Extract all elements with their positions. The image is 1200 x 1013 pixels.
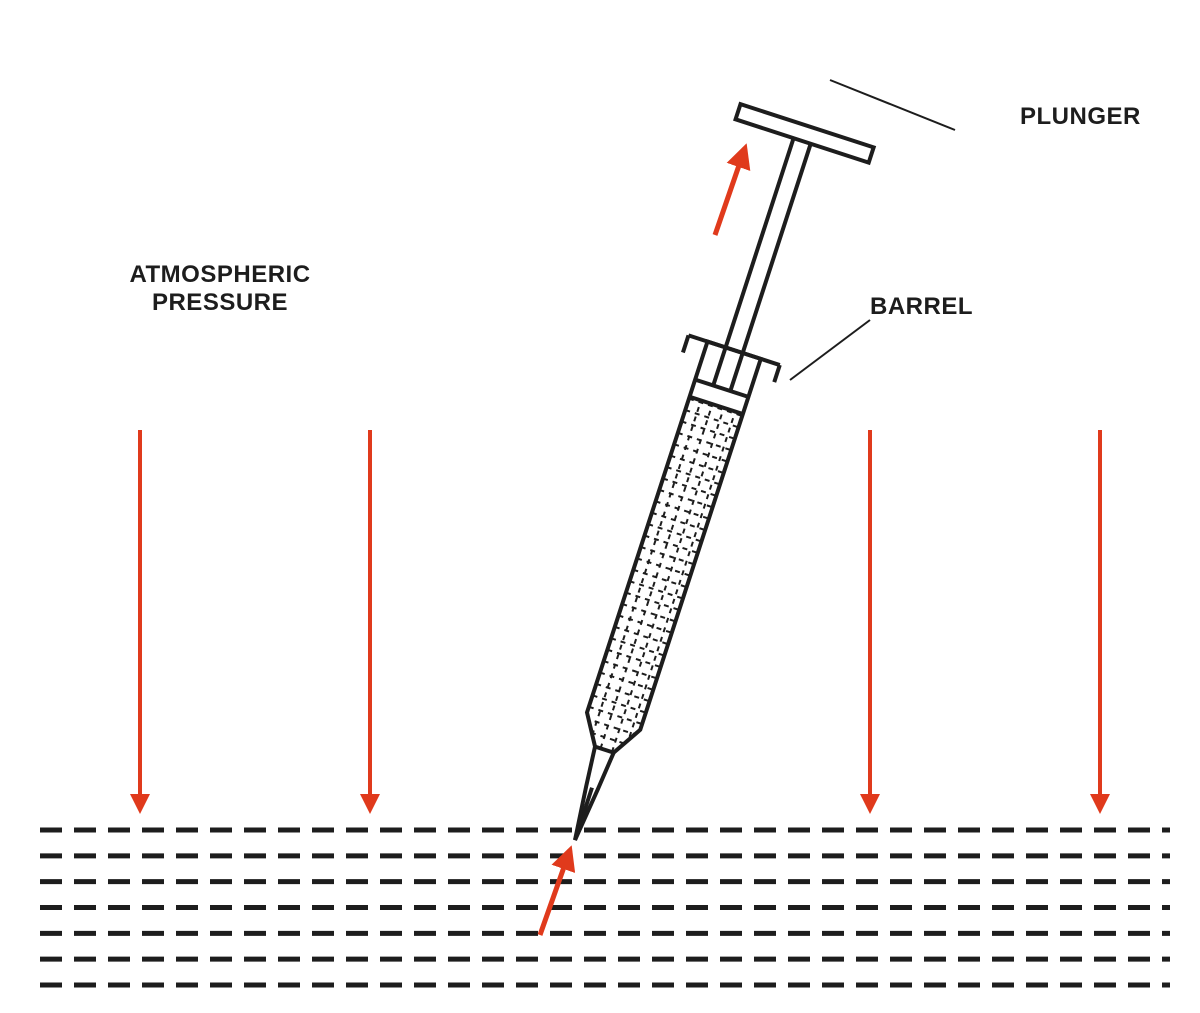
barrel-label: BARREL (870, 293, 973, 321)
plunger-leader (830, 80, 955, 130)
water-surface (40, 830, 1170, 985)
syringe (508, 104, 873, 862)
barrel-leader (790, 320, 870, 380)
plunger-label: PLUNGER (1020, 103, 1141, 131)
atmospheric-line1: ATMOSPHERIC (129, 261, 310, 288)
plunger-pull-arrow (715, 148, 745, 235)
atmospheric-pressure-label: ATMOSPHERIC PRESSURE (90, 261, 350, 316)
inlet-arrow (540, 850, 570, 935)
syringe-pressure-diagram (0, 0, 1200, 1013)
atmospheric-line2: PRESSURE (152, 289, 288, 316)
